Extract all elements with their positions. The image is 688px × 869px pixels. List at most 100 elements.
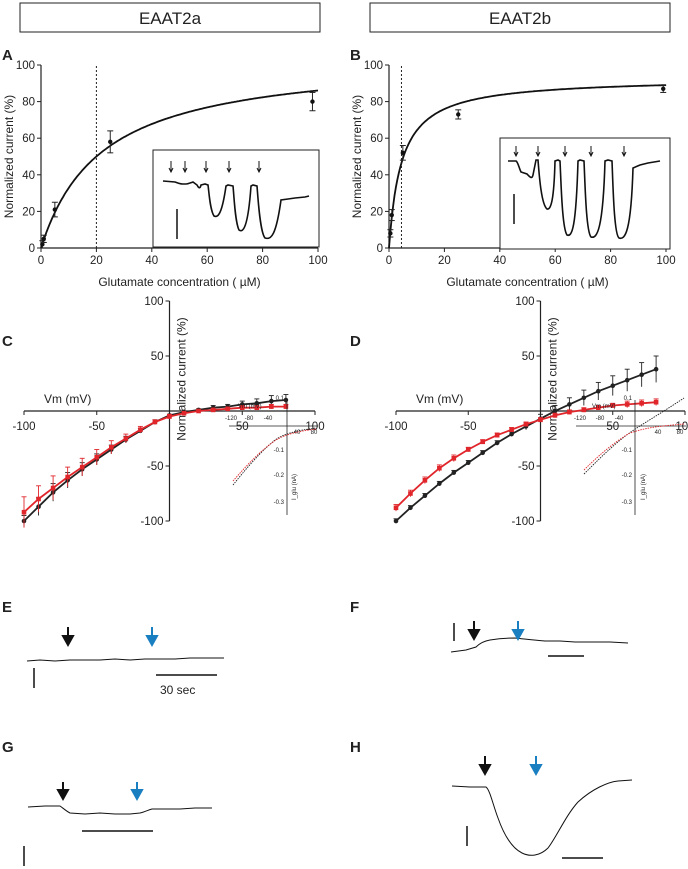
inset-x-tick: 40 — [655, 430, 662, 436]
data-point — [210, 407, 216, 413]
data-point — [624, 402, 630, 407]
data-point — [581, 395, 587, 401]
data-point — [567, 402, 572, 407]
down-arrow-icon — [203, 161, 209, 174]
x-tick-label: -50 — [88, 421, 105, 433]
y-axis-label: Normalized current (%) — [350, 95, 364, 218]
x-tick-label: 50 — [236, 421, 249, 433]
data-point — [610, 383, 616, 389]
down-arrow-icon — [535, 146, 541, 158]
data-point — [152, 419, 158, 425]
y-tick-label: 80 — [22, 97, 35, 109]
data-point — [437, 481, 442, 486]
blue-arrow-icon — [145, 627, 159, 648]
x-axis-label: Glutamate concentration ( µM) — [446, 275, 608, 289]
down-arrow-icon — [621, 146, 627, 158]
data-point — [389, 212, 394, 218]
x-tick-label: -100 — [384, 421, 407, 433]
inset-x-tick: -80 — [245, 416, 254, 422]
inset-x-tick: -120 — [574, 416, 587, 422]
data-point — [581, 407, 587, 413]
y-tick-label: 60 — [22, 133, 35, 145]
data-point — [167, 414, 172, 419]
y-tick-label: 40 — [370, 170, 383, 182]
data-point — [181, 410, 187, 416]
black-arrow-icon — [467, 621, 481, 642]
data-point — [21, 509, 27, 515]
data-point — [509, 431, 514, 437]
y-tick-label: 20 — [22, 206, 35, 218]
data-point — [225, 406, 230, 412]
data-point — [661, 86, 666, 91]
panel-letter-G: G — [2, 739, 14, 756]
data-point — [79, 464, 85, 470]
y-tick-label: -50 — [518, 461, 535, 473]
x-tick-label: 50 — [606, 421, 619, 433]
down-arrow-icon — [182, 161, 188, 174]
data-point — [456, 112, 461, 117]
inset-y-tick: -0.1 — [622, 448, 633, 454]
data-point — [393, 505, 399, 511]
data-point — [393, 518, 399, 524]
data-point — [283, 397, 289, 403]
down-arrow-icon — [513, 146, 519, 158]
data-point — [480, 439, 485, 445]
x-tick-label: 20 — [438, 255, 451, 267]
inset-y-tick: 0.1 — [276, 396, 285, 402]
y-tick-label: 0 — [377, 243, 383, 255]
down-arrow-icon — [168, 161, 174, 174]
black-arrow-icon — [56, 782, 70, 802]
data-point — [653, 399, 659, 405]
blue-arrow-icon — [511, 621, 525, 642]
header-right: EAAT2b — [489, 9, 551, 28]
y-tick-label: 100 — [144, 296, 163, 308]
data-point — [123, 436, 129, 441]
data-point — [138, 427, 143, 432]
panel-letter-C: C — [2, 333, 13, 350]
data-point — [50, 485, 56, 491]
x-tick-label: -100 — [12, 421, 35, 433]
panel-letter-B: B — [350, 47, 361, 64]
panel-letter-A: A — [2, 47, 13, 64]
data-point — [109, 445, 114, 450]
data-point — [552, 408, 558, 414]
down-arrow-icon — [588, 146, 594, 158]
current-trace-A — [162, 180, 310, 240]
chart-D: -100 -50 50 100 100 50 -50 -100 Vm (mV) Normalize… — [384, 296, 688, 528]
y-tick-label: 100 — [515, 296, 534, 308]
down-arrow-icon — [226, 161, 232, 174]
x-tick-label: 100 — [656, 255, 675, 267]
x-tick-label: 80 — [256, 255, 269, 267]
inset-x-tick: -120 — [225, 416, 238, 422]
inset-xlabel-C: Vm (mV) — [238, 404, 262, 410]
data-point — [36, 496, 41, 502]
x-tick-label: 20 — [90, 255, 103, 267]
data-point — [523, 421, 529, 427]
down-arrow-icon — [256, 161, 262, 174]
data-point — [552, 413, 558, 418]
data-point — [451, 470, 457, 475]
trace-panel-H — [451, 756, 633, 859]
inset-y-tick: -0.2 — [622, 473, 633, 479]
y-axis-label: Normalized current (%) — [2, 95, 16, 218]
data-point — [400, 150, 406, 156]
data-point — [269, 404, 274, 409]
header-left: EAAT2a — [139, 9, 202, 28]
data-point — [52, 207, 58, 212]
inset-black-curve-C — [232, 427, 317, 486]
x-tick-label: 0 — [38, 255, 44, 267]
y-tick-label: 80 — [370, 97, 383, 109]
down-arrow-icon — [562, 146, 568, 158]
current-trace-B — [508, 159, 661, 240]
current-trace-E — [26, 657, 224, 662]
data-point — [41, 236, 46, 242]
inset-iv-D: Vm (mV) -120 -80 -40 40 80 0.1 -0.1 -0.2… — [574, 396, 686, 515]
data-point — [388, 231, 393, 236]
y-tick-label: 20 — [370, 206, 383, 218]
data-point — [624, 377, 630, 383]
data-point — [596, 388, 601, 394]
blue-arrow-icon — [130, 782, 144, 802]
y-axis-label: Normalized current (%) — [546, 317, 560, 440]
trace-panel-E: 30 sec — [26, 627, 224, 697]
